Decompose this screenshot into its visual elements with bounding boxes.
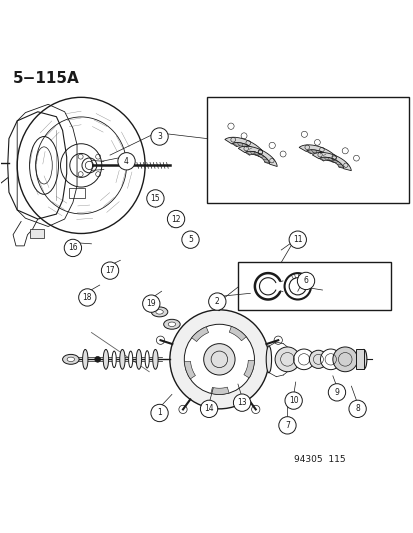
- Text: 11: 11: [292, 235, 302, 244]
- Bar: [356, 350, 363, 369]
- Text: 19: 19: [146, 299, 156, 308]
- Ellipse shape: [67, 357, 74, 361]
- Text: 14: 14: [204, 405, 214, 414]
- Polygon shape: [191, 327, 208, 342]
- Bar: [237, 262, 390, 310]
- Text: 12: 12: [171, 215, 180, 223]
- Polygon shape: [243, 360, 254, 378]
- Circle shape: [288, 231, 306, 248]
- Ellipse shape: [112, 351, 116, 368]
- Polygon shape: [311, 152, 351, 171]
- Circle shape: [118, 152, 135, 170]
- Ellipse shape: [136, 350, 141, 369]
- Circle shape: [332, 347, 357, 372]
- Bar: [206, 98, 408, 203]
- Ellipse shape: [360, 350, 366, 369]
- Ellipse shape: [163, 319, 180, 329]
- Text: 3: 3: [157, 132, 161, 141]
- Text: 18: 18: [82, 293, 92, 302]
- Circle shape: [181, 231, 199, 248]
- Circle shape: [167, 211, 184, 228]
- Ellipse shape: [168, 322, 175, 327]
- Polygon shape: [232, 142, 257, 156]
- Circle shape: [274, 347, 299, 372]
- Ellipse shape: [151, 307, 167, 317]
- Ellipse shape: [83, 350, 88, 369]
- Polygon shape: [184, 361, 195, 379]
- Circle shape: [169, 310, 268, 409]
- Polygon shape: [224, 137, 266, 159]
- Circle shape: [146, 190, 164, 207]
- Polygon shape: [298, 145, 339, 164]
- Ellipse shape: [119, 350, 125, 369]
- Ellipse shape: [103, 350, 108, 369]
- Circle shape: [297, 272, 314, 289]
- Circle shape: [293, 349, 313, 370]
- Circle shape: [78, 289, 96, 306]
- Circle shape: [150, 128, 168, 145]
- Text: 7: 7: [284, 421, 289, 430]
- Circle shape: [233, 394, 250, 411]
- Text: 16: 16: [68, 244, 78, 253]
- Circle shape: [64, 239, 81, 256]
- Circle shape: [101, 262, 119, 279]
- Polygon shape: [229, 326, 246, 341]
- Polygon shape: [306, 150, 331, 161]
- Circle shape: [95, 357, 100, 362]
- Circle shape: [200, 400, 217, 417]
- Text: 8: 8: [354, 405, 359, 414]
- Ellipse shape: [155, 310, 163, 314]
- Ellipse shape: [128, 351, 133, 368]
- Circle shape: [320, 349, 340, 370]
- Circle shape: [284, 392, 301, 409]
- Text: 2: 2: [214, 297, 219, 306]
- Polygon shape: [237, 146, 277, 166]
- Polygon shape: [319, 157, 343, 168]
- Text: 5−115A: 5−115A: [13, 70, 80, 85]
- Text: 6: 6: [303, 277, 308, 286]
- Polygon shape: [210, 387, 228, 394]
- Polygon shape: [29, 229, 44, 238]
- Polygon shape: [244, 151, 269, 164]
- Text: 13: 13: [237, 398, 246, 407]
- Text: 5: 5: [188, 235, 192, 244]
- Ellipse shape: [62, 354, 79, 364]
- Circle shape: [278, 417, 295, 434]
- Ellipse shape: [152, 350, 158, 369]
- Circle shape: [328, 384, 345, 401]
- Circle shape: [208, 293, 225, 310]
- Circle shape: [309, 350, 327, 368]
- Text: 94305  115: 94305 115: [293, 455, 344, 464]
- Ellipse shape: [266, 346, 271, 373]
- Circle shape: [150, 405, 168, 422]
- Text: 9: 9: [334, 388, 339, 397]
- Circle shape: [203, 344, 235, 375]
- Ellipse shape: [145, 351, 149, 368]
- Circle shape: [142, 295, 159, 312]
- Text: 10: 10: [288, 396, 298, 405]
- Text: 15: 15: [150, 194, 160, 203]
- Text: 4: 4: [124, 157, 129, 166]
- Circle shape: [184, 324, 254, 394]
- Text: 1: 1: [157, 408, 161, 417]
- Text: 17: 17: [105, 266, 114, 275]
- Circle shape: [348, 400, 366, 417]
